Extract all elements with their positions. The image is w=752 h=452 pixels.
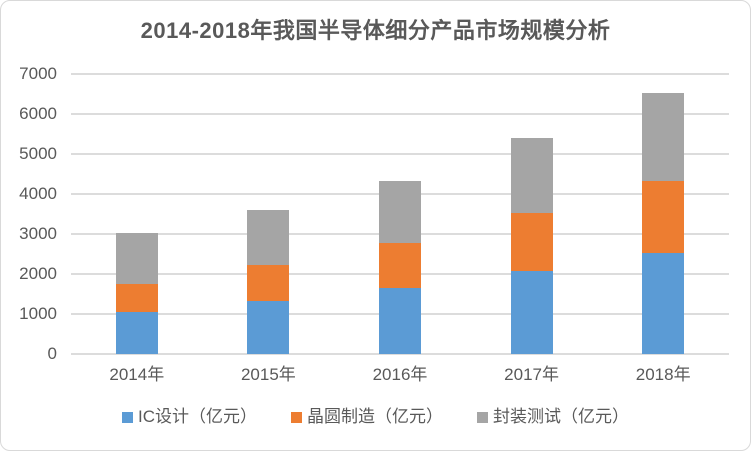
bar-segment (510, 213, 553, 272)
bar-segment (247, 301, 290, 354)
chart-title: 2014-2018年我国半导体细分产品市场规模分析 (140, 18, 611, 43)
x-category-label: 2017年 (504, 365, 559, 384)
y-tick-label-2000: 2000 (19, 264, 57, 283)
y-tick-label-5000: 5000 (19, 144, 57, 163)
y-tick-label-6000: 6000 (19, 104, 57, 123)
bar-segment (115, 312, 158, 354)
bar-segment (247, 264, 290, 301)
legend-item: IC设计（亿元） (122, 405, 257, 429)
legend-label: IC设计（亿元） (138, 407, 257, 426)
legend-swatch (477, 411, 488, 423)
legend-item: 封装测试（亿元） (477, 405, 629, 429)
bar-segment (379, 243, 421, 289)
x-category-label: 2015年 (240, 365, 296, 384)
gridline-5000 (71, 153, 729, 155)
legend-swatch (291, 411, 302, 423)
legend: IC设计（亿元） 晶圆制造（亿元） 封装测试（亿元） (1, 405, 750, 429)
bar-segment (642, 180, 685, 254)
y-tick-label-7000: 7000 (19, 64, 57, 83)
bar-segment (379, 180, 421, 244)
bar-segment (510, 137, 553, 214)
gridline-0 (71, 353, 729, 355)
bar-segment (642, 253, 685, 354)
legend-item: 晶圆制造（亿元） (291, 405, 443, 429)
y-tick-label-4000: 4000 (19, 184, 57, 203)
legend-label: 晶圆制造（亿元） (307, 407, 443, 426)
legend-swatch (122, 411, 133, 423)
plot-area (71, 73, 729, 355)
gridline-6000 (71, 113, 729, 115)
x-category-label: 2016年 (372, 365, 428, 384)
bar-segment (115, 233, 158, 284)
x-category-label: 2018年 (635, 365, 691, 384)
bar-segment (379, 288, 421, 354)
bar-segment (510, 271, 553, 354)
y-tick-label-3000: 3000 (19, 224, 57, 243)
bar-segment (115, 283, 158, 313)
bar-segment (642, 92, 685, 181)
bar-segment (247, 209, 290, 265)
y-tick-label-0: 0 (47, 344, 57, 363)
x-category-label: 2014年 (109, 365, 165, 384)
gridline-7000 (71, 73, 729, 75)
y-tick-label-1000: 1000 (19, 304, 57, 323)
legend-label: 封装测试（亿元） (493, 407, 629, 426)
